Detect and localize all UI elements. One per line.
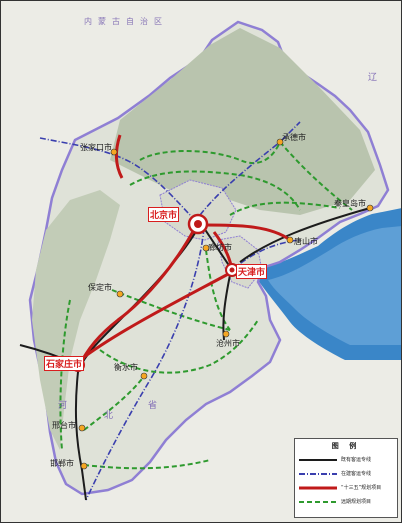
qinhuangdao-marker[interactable] [366,204,374,212]
green-beijing-tangshan [229,201,341,216]
beijing-label: 北京市 [148,207,180,222]
legend-label-under-construction: 在建客运专线 [341,471,372,477]
inner-mongolia-label: 内蒙古自治区 [84,17,168,26]
legend-item-far-planned: 远期规划项目 [299,497,395,507]
blue-beijing-chengde [199,121,301,216]
cangzhou-label: 沧州市 [216,339,240,348]
legend-title: 图 例 [331,442,361,450]
green-handan-east [83,459,211,470]
hebei-label-sheng: 省 [148,401,158,411]
zhangjiakou-label: 张家口市 [80,143,112,152]
hengshui-label: 衡水市 [114,363,138,372]
legend-swatch-under-construction [299,473,337,475]
beijing-marker-core [194,220,202,228]
chengde-label: 承德市 [282,133,306,142]
tangshan-marker[interactable] [286,236,294,244]
hebei-label-bei: 北 [104,411,114,421]
liaoning-label: 辽 [368,73,378,83]
red-beijing-shijiazhuang [76,227,197,369]
green-xingtai-hengshui [83,374,146,431]
sea-shallow [268,226,402,345]
handan-label: 邯郸市 [50,459,74,468]
legend-label-far-planned: 远期规划项目 [341,499,372,505]
chengde-marker[interactable] [276,138,284,146]
tianjin-marker-core [229,267,235,273]
green-chengde-zhangjiakou [139,141,281,165]
langfang-label: 廊坊市 [208,243,232,252]
hengshui-marker[interactable] [140,372,148,380]
qinhuangdao-label: 秦皇岛市 [334,199,366,208]
shijiazhuang-label: 石家庄市 [44,356,85,371]
tangshan-label: 唐山市 [294,237,318,246]
black-tianjin-qinhuangdao [239,207,371,263]
green-west-spine [59,299,71,451]
green-hengshui-ring [99,319,259,374]
taihang-mountains [32,190,120,450]
xingtai-label: 邢台市 [52,421,76,430]
green-langfang-cangzhou [205,249,231,331]
far-planned-lines [59,141,353,470]
legend-label-existing: 既有客运专线 [341,457,372,463]
green-chengde-qinhuangdao [279,141,353,211]
handan-marker[interactable] [80,462,88,470]
red-shijiazhuang-tianjin [79,270,233,362]
tianjin-label: 天津市 [236,264,268,279]
legend-swatch-existing [299,459,337,461]
legend-swatch-key-project [299,486,337,490]
legend-item-key-project: “十三五”规划项目 [299,483,395,493]
legend-item-existing: 既有客运专线 [299,455,395,465]
zhangjiakou-marker[interactable] [110,148,118,156]
blue-north-spine [85,227,205,501]
baoding-marker[interactable] [116,290,124,298]
map-legend: 图 例 既有客运专线 在建客运专线 “十三五”规划项目 远期规划项目 [294,438,398,518]
langfang-marker[interactable] [202,244,210,252]
baoding-label: 保定市 [88,283,112,292]
legend-swatch-far-planned [299,501,337,503]
yanshan-mountains [110,28,375,215]
legend-label-key-project: “十三五”规划项目 [341,485,382,491]
red-beijing-tangshan [204,223,291,242]
cangzhou-marker[interactable] [222,330,230,338]
xingtai-marker[interactable] [78,424,86,432]
red-zhangjiakou-spur [115,134,124,179]
hebei-label-he: 河 [58,401,68,411]
legend-item-under-construction: 在建客运专线 [299,469,395,479]
